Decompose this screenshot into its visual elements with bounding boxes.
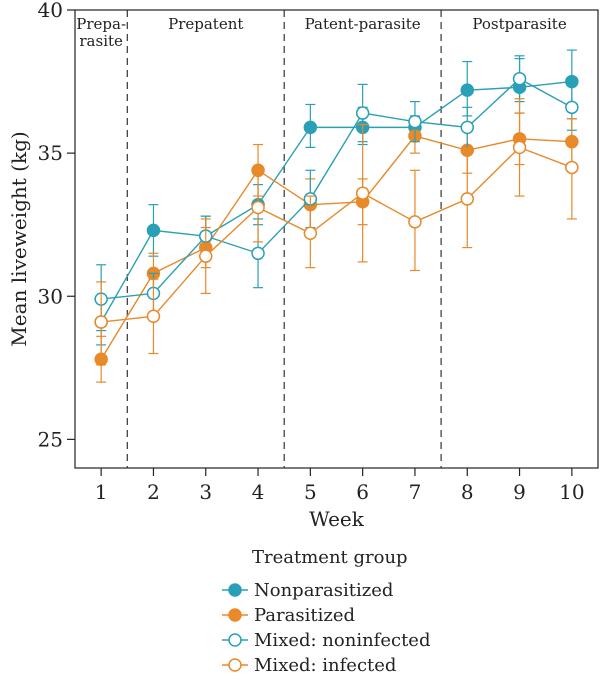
series-line [100, 80, 572, 323]
data-point [565, 160, 579, 175]
data-point [303, 226, 318, 241]
data-point [565, 100, 579, 115]
x-tick-label-5: 5 [304, 480, 317, 504]
x-tick-label-3: 3 [199, 480, 212, 504]
y-tick-label-25: 25 [38, 427, 63, 451]
data-point [199, 249, 213, 263]
data-point [460, 83, 474, 97]
x-tick-label-10: 10 [559, 480, 584, 504]
legend-item-parasitized: Parasitized [222, 605, 355, 626]
phase-label-3: Patent-parasite [305, 15, 421, 33]
data-point [460, 120, 474, 135]
series-line [101, 77, 573, 300]
data-point [355, 186, 370, 200]
plot-frame [74, 9, 599, 469]
phase-label-4: Postparasite [472, 15, 566, 33]
x-tick-label-2: 2 [147, 480, 160, 504]
data-point [251, 246, 265, 261]
legend-marker [228, 633, 242, 647]
x-tick-label-7: 7 [409, 480, 422, 504]
data-point [512, 140, 527, 155]
axes: 25 30 35 40 1 2 3 4 5 6 7 8 9 10 [38, 0, 585, 504]
y-tick-label-35: 35 [38, 141, 63, 165]
data-point [94, 315, 108, 329]
legend-label: Mixed: noninfected [254, 630, 430, 651]
data-point [512, 71, 527, 86]
legend-marker [228, 583, 242, 597]
phase-label-2: Prepatent [168, 15, 243, 33]
series-parasitized [94, 112, 579, 383]
legend-item-mixed-noninfected: Mixed: noninfected [222, 630, 430, 651]
y-tick-label-30: 30 [38, 284, 63, 308]
series-mixed-noninfected [94, 55, 579, 332]
data-point [146, 223, 161, 238]
y-axis-title: Mean liveweight (kg) [7, 131, 31, 346]
legend-marker [228, 658, 242, 672]
data-point [355, 106, 370, 120]
x-tick-label-8: 8 [461, 480, 474, 504]
x-tick-label-6: 6 [356, 480, 369, 504]
data-point [251, 200, 265, 215]
legend: Treatment group Nonparasitized Parasitize… [222, 547, 430, 676]
legend-item-nonparasitized: Nonparasitized [222, 580, 393, 601]
legend-title: Treatment group [252, 547, 408, 568]
series-line [100, 135, 572, 360]
data-point [408, 215, 422, 229]
data-point [303, 120, 318, 135]
series-layer [94, 49, 579, 383]
phase-label-1: Prepa-rasite [76, 15, 126, 50]
legend-marker [228, 608, 242, 622]
series-mixed-infected [94, 98, 579, 366]
data-point [146, 309, 161, 324]
legend-item-mixed-infected: Mixed: infected [222, 655, 396, 676]
legend-label: Mixed: infected [254, 655, 396, 676]
phase-labels: Prepa-rasite Prepatent Patent-parasite Post… [76, 15, 567, 50]
data-point [460, 192, 474, 206]
data-point [408, 114, 422, 129]
series-line [101, 146, 573, 323]
legend-label: Nonparasitized [254, 580, 393, 601]
plot-area [74, 9, 599, 469]
x-axis-title: Week [309, 507, 365, 531]
x-tick-label-1: 1 [95, 480, 108, 504]
legend-label: Parasitized [254, 605, 355, 626]
x-tick-label-4: 4 [252, 480, 265, 504]
x-tick-label-9: 9 [513, 480, 526, 504]
y-tick-label-40: 40 [38, 0, 63, 22]
